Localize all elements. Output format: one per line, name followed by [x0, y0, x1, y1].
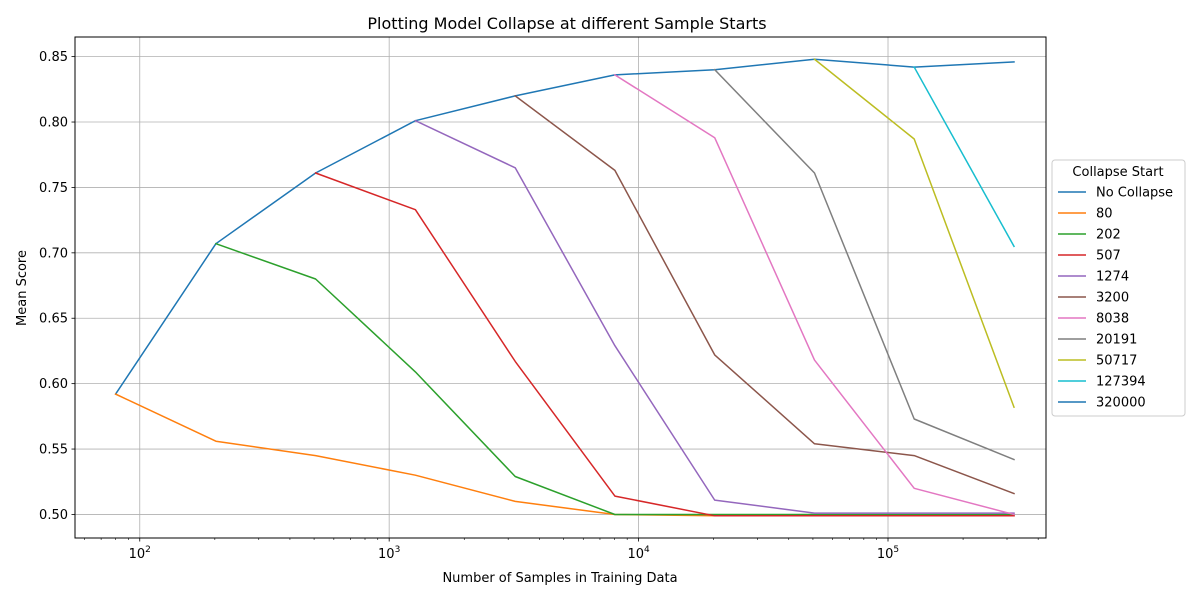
legend-label: 507: [1096, 249, 1121, 264]
y-tick-label: 0.75: [39, 181, 68, 196]
grid-layer: [75, 37, 1046, 538]
series-line-no-collapse: [114, 58, 1015, 396]
y-tick-label: 0.60: [39, 377, 68, 392]
legend-label: 320000: [1096, 396, 1146, 411]
series-line-8038: [613, 73, 1015, 516]
legend-label: 20191: [1096, 333, 1137, 348]
legend-box: [1051, 159, 1186, 417]
legend-label: 1274: [1096, 270, 1129, 285]
x-axis-label: Number of Samples in Training Data: [442, 571, 677, 586]
y-tick-label: 0.55: [39, 443, 68, 458]
x-tick-base: 10: [129, 547, 146, 562]
tick-layer: 102 103 104 1050.500.550.600.650.700.750.80…: [39, 50, 1039, 562]
x-tick-base: 10: [378, 547, 395, 562]
x-tick-exponent: 5: [893, 545, 899, 555]
x-tick-base: 10: [627, 547, 644, 562]
x-tick-exponent: 4: [644, 545, 650, 555]
legend-label: 202: [1096, 228, 1121, 243]
series-line-50717: [813, 58, 1015, 409]
x-tick-label: 103: [378, 545, 400, 562]
legend: Collapse Start No Collapse 80 202 507 1274 32…: [1051, 159, 1186, 417]
series-layer: [114, 58, 1016, 517]
legend-items: No Collapse 80 202 507 1274 3200 8038 20191 5071…: [1058, 186, 1173, 411]
legend-label: No Collapse: [1096, 186, 1173, 201]
legend-label: 3200: [1096, 291, 1129, 306]
x-tick-label: 102: [129, 545, 151, 562]
x-tick-base: 10: [877, 547, 894, 562]
y-tick-label: 0.80: [39, 116, 68, 131]
legend-label: 8038: [1096, 312, 1129, 327]
series-line-3200: [514, 94, 1015, 495]
legend-label: 80: [1096, 207, 1113, 222]
x-tick-exponent: 2: [145, 545, 151, 555]
series-line-202: [214, 242, 1015, 516]
x-tick-label: 104: [627, 545, 650, 562]
series-line-20191: [713, 68, 1015, 461]
y-tick-label: 0.85: [39, 50, 68, 65]
y-tick-label: 0.50: [39, 508, 68, 523]
legend-title: Collapse Start: [1072, 165, 1163, 180]
series-line-127394: [913, 66, 1016, 248]
chart-title: Plotting Model Collapse at different Sam…: [367, 14, 766, 33]
series-line-1274: [414, 119, 1015, 514]
y-tick-label: 0.65: [39, 312, 68, 327]
x-tick-label: 105: [877, 545, 899, 562]
legend-label: 127394: [1096, 375, 1146, 390]
plot-frame: [74, 36, 1047, 539]
y-tick-label: 0.70: [39, 246, 68, 261]
legend-label: 50717: [1096, 354, 1137, 369]
series-line-507: [314, 172, 1015, 517]
y-axis-label: Mean Score: [15, 250, 30, 326]
x-tick-exponent: 3: [395, 545, 401, 555]
